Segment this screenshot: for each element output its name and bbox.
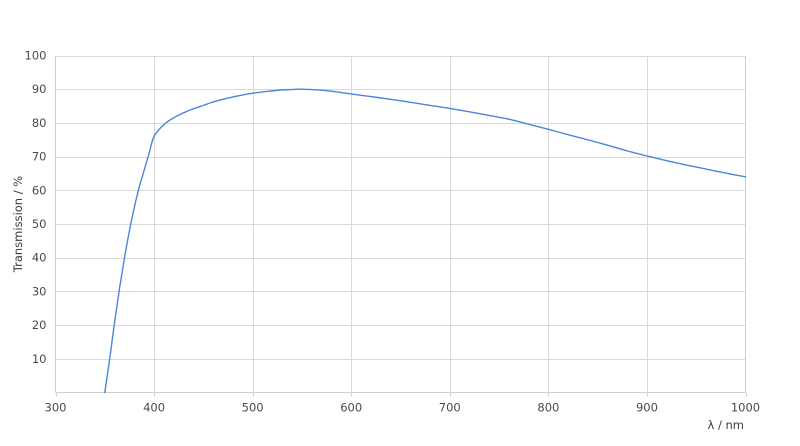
x-axis-title: λ / nm (708, 418, 744, 432)
x-tick-label: 1000 (731, 401, 760, 415)
y-tick-labels: 10 20 30 40 50 60 70 80 90 100 (25, 49, 47, 366)
y-tick-label: 50 (32, 217, 47, 231)
y-tick-label: 20 (32, 318, 47, 332)
y-tick-label: 10 (32, 352, 47, 366)
x-gridlines (154, 55, 648, 393)
y-tick-label: 70 (32, 150, 47, 164)
x-tickmarks (56, 392, 747, 397)
data-series-group (104, 88, 747, 394)
x-tick-label: 300 (45, 401, 67, 415)
y-tick-label: 60 (32, 183, 47, 197)
axis-lines (55, 55, 746, 393)
x-tick-labels: 300 400 500 600 700 800 900 1000 (45, 401, 761, 415)
y-tick-label: 90 (32, 82, 47, 96)
x-tick-label: 400 (143, 401, 165, 415)
y-tick-label: 30 (32, 284, 47, 298)
x-tick-label: 900 (636, 401, 658, 415)
y-gridlines (55, 56, 746, 360)
x-tick-label: 800 (537, 401, 559, 415)
series-line (104, 88, 747, 394)
x-tick-label: 500 (242, 401, 264, 415)
y-axis-title: Transmission / % (11, 176, 25, 273)
y-tick-label: 40 (32, 251, 47, 265)
y-tick-label: 80 (32, 116, 47, 130)
x-tick-label: 700 (439, 401, 461, 415)
x-tick-label: 600 (340, 401, 362, 415)
y-tick-label: 100 (25, 49, 47, 63)
